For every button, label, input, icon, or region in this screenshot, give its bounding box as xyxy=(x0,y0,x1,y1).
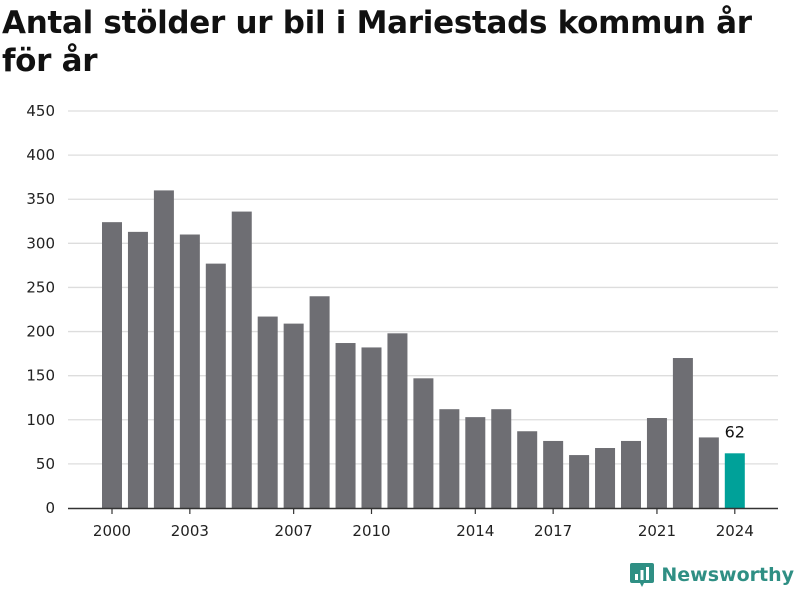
bar-2009 xyxy=(335,343,356,508)
bar-2001 xyxy=(127,231,148,508)
y-tick-label: 150 xyxy=(26,367,55,385)
bar-2006 xyxy=(257,316,278,508)
y-tick-label: 0 xyxy=(45,499,55,517)
x-tick-label: 2010 xyxy=(352,522,390,540)
brand-logo: Newsworthy xyxy=(629,560,794,590)
bar-2015 xyxy=(491,409,512,508)
x-tick-label: 2003 xyxy=(171,522,209,540)
y-tick-label: 400 xyxy=(26,146,55,164)
y-tick-label: 250 xyxy=(26,278,55,296)
bar-2005 xyxy=(231,211,252,508)
bar-2014 xyxy=(465,417,486,508)
bar-2020 xyxy=(621,440,641,508)
data-labels: 62 xyxy=(725,422,745,441)
x-axis: 2000 2003 2007 2010 2014 2017 2021 2024 xyxy=(68,507,778,540)
y-tick-label: 450 xyxy=(26,102,55,120)
bar-2022 xyxy=(672,358,693,508)
y-axis-labels: 0 50 100 150 200 250 300 350 400 450 xyxy=(26,102,55,517)
x-tick-label: 2017 xyxy=(534,522,572,540)
bar-2004 xyxy=(205,263,226,508)
bar-2008 xyxy=(309,296,330,508)
brand-name: Newsworthy xyxy=(661,564,794,586)
y-tick-label: 350 xyxy=(26,190,55,208)
y-tick-label: 100 xyxy=(26,411,55,429)
bar-2011 xyxy=(387,333,408,508)
bar-2017 xyxy=(543,440,564,508)
x-tick-label: 2000 xyxy=(93,522,131,540)
bar-2012 xyxy=(413,378,434,508)
chart-title: Antal stölder ur bil i Mariestads kommun… xyxy=(2,5,752,79)
bar-2016 xyxy=(517,431,538,508)
bars xyxy=(102,190,745,508)
bar-2003 xyxy=(179,234,200,508)
x-tick-label: 2021 xyxy=(638,522,676,540)
bar-2021 xyxy=(646,418,667,508)
bar-2019 xyxy=(595,448,616,508)
bar-2018 xyxy=(569,455,590,508)
x-tick-label: 2024 xyxy=(716,522,754,540)
y-tick-label: 300 xyxy=(26,234,55,252)
bar-2023 xyxy=(698,437,719,508)
bar-2013 xyxy=(439,409,460,508)
bar-2010 xyxy=(361,347,382,508)
x-tick-label: 2014 xyxy=(456,522,494,540)
bar-2002 xyxy=(153,190,174,508)
bar-2000 xyxy=(102,222,122,508)
x-tick-label: 2007 xyxy=(275,522,313,540)
newsworthy-logo-icon xyxy=(630,563,655,587)
y-tick-label: 50 xyxy=(36,455,55,473)
y-tick-label: 200 xyxy=(26,323,55,341)
bar-2007 xyxy=(283,323,304,508)
data-label: 62 xyxy=(725,422,745,441)
bar-2024 xyxy=(724,453,745,508)
